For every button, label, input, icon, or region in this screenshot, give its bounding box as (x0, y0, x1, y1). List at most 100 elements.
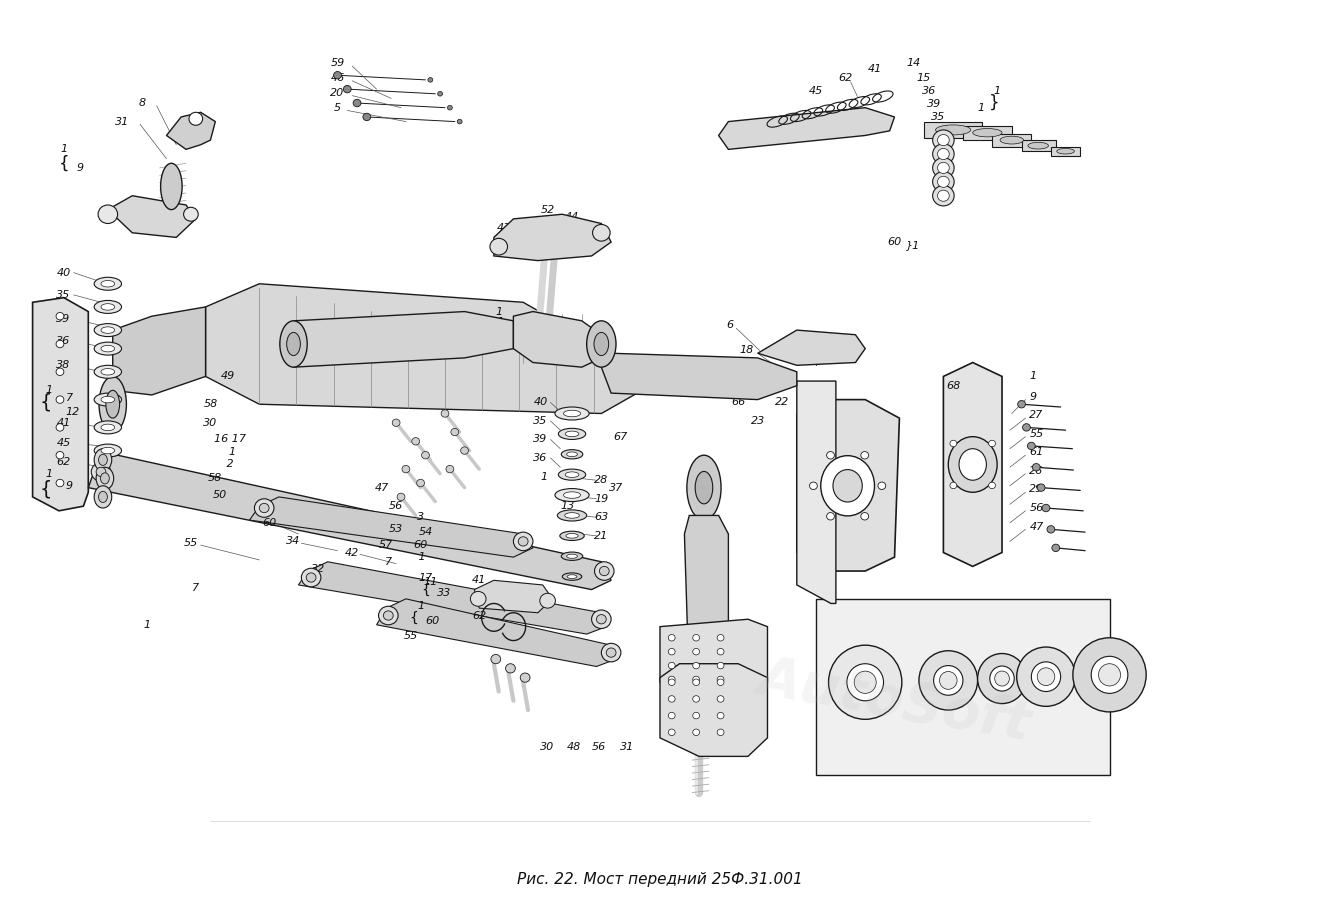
Text: 35: 35 (57, 290, 71, 299)
Ellipse shape (692, 649, 699, 655)
Ellipse shape (189, 113, 203, 125)
Polygon shape (816, 599, 1109, 775)
Ellipse shape (102, 369, 115, 375)
Ellipse shape (596, 614, 607, 624)
Ellipse shape (94, 342, 121, 355)
Ellipse shape (513, 532, 533, 550)
Text: 1: 1 (228, 447, 236, 457)
Ellipse shape (96, 467, 113, 490)
Ellipse shape (427, 78, 433, 82)
Text: 55: 55 (404, 630, 418, 641)
Ellipse shape (933, 130, 954, 151)
Ellipse shape (938, 176, 950, 188)
Ellipse shape (718, 676, 724, 683)
Polygon shape (1022, 140, 1055, 152)
Ellipse shape (718, 679, 724, 686)
Ellipse shape (718, 695, 724, 702)
Ellipse shape (99, 376, 127, 432)
Ellipse shape (96, 467, 106, 476)
Ellipse shape (1037, 667, 1055, 686)
Ellipse shape (343, 86, 351, 93)
Ellipse shape (718, 662, 724, 668)
Ellipse shape (933, 158, 954, 178)
Text: 62: 62 (57, 456, 71, 466)
Text: 55: 55 (183, 538, 198, 548)
Ellipse shape (471, 592, 485, 606)
Ellipse shape (718, 634, 724, 641)
Ellipse shape (1091, 657, 1128, 694)
Text: 45: 45 (810, 86, 823, 96)
Text: 54: 54 (418, 527, 433, 537)
Ellipse shape (567, 554, 578, 558)
Text: {: { (40, 480, 53, 499)
Ellipse shape (555, 407, 590, 420)
Ellipse shape (1000, 136, 1024, 144)
Text: 47: 47 (375, 483, 389, 492)
Ellipse shape (938, 190, 950, 201)
Text: 27: 27 (1029, 410, 1043, 420)
Text: 48: 48 (567, 742, 582, 752)
Ellipse shape (446, 465, 454, 473)
Text: 35: 35 (533, 416, 547, 426)
Ellipse shape (989, 483, 996, 489)
Text: }: } (989, 94, 1000, 112)
Ellipse shape (1042, 504, 1050, 511)
Ellipse shape (607, 648, 616, 658)
Ellipse shape (861, 452, 869, 459)
Text: {: { (495, 317, 503, 331)
Text: 39: 39 (57, 314, 71, 324)
Text: 21: 21 (595, 531, 608, 541)
Ellipse shape (599, 566, 609, 575)
Ellipse shape (94, 324, 121, 336)
Text: 60: 60 (413, 540, 427, 550)
Ellipse shape (1022, 424, 1030, 431)
Polygon shape (298, 562, 607, 634)
Text: 57: 57 (380, 540, 393, 550)
Polygon shape (660, 620, 768, 692)
Ellipse shape (102, 424, 115, 430)
Ellipse shape (306, 573, 317, 582)
Ellipse shape (102, 281, 115, 287)
Ellipse shape (102, 304, 115, 310)
Ellipse shape (94, 448, 112, 471)
Ellipse shape (562, 573, 582, 580)
Text: 1: 1 (541, 472, 547, 482)
Text: 1: 1 (415, 552, 426, 562)
Ellipse shape (562, 449, 583, 459)
Ellipse shape (102, 447, 115, 454)
Text: 13: 13 (561, 502, 574, 511)
Text: 35: 35 (931, 112, 946, 122)
Text: 14: 14 (907, 59, 921, 69)
Polygon shape (719, 107, 894, 150)
Ellipse shape (99, 492, 107, 502)
Ellipse shape (989, 666, 1014, 691)
Text: 36: 36 (533, 453, 547, 463)
Ellipse shape (417, 479, 425, 487)
Ellipse shape (935, 124, 971, 135)
Text: 67: 67 (613, 432, 628, 442)
Text: 31: 31 (115, 116, 129, 126)
Ellipse shape (562, 552, 583, 560)
Ellipse shape (692, 695, 699, 702)
Ellipse shape (695, 472, 712, 504)
Ellipse shape (99, 455, 107, 465)
Ellipse shape (565, 512, 579, 519)
Ellipse shape (592, 225, 611, 241)
Polygon shape (797, 400, 900, 571)
Ellipse shape (94, 365, 121, 378)
Ellipse shape (592, 610, 611, 629)
Text: 1: 1 (1029, 372, 1037, 382)
Ellipse shape (458, 119, 462, 124)
Text: 62: 62 (472, 611, 487, 621)
Text: 3: 3 (417, 512, 425, 522)
Polygon shape (943, 363, 1002, 566)
Ellipse shape (286, 333, 301, 355)
Ellipse shape (692, 729, 699, 735)
Ellipse shape (878, 482, 886, 490)
Polygon shape (289, 311, 513, 367)
Ellipse shape (98, 205, 117, 224)
Ellipse shape (1018, 400, 1025, 408)
Text: Рис. 22. Мост передний 25Ф.31.001: Рис. 22. Мост передний 25Ф.31.001 (517, 872, 802, 887)
Text: 1: 1 (45, 385, 53, 395)
Text: 68: 68 (946, 381, 960, 391)
